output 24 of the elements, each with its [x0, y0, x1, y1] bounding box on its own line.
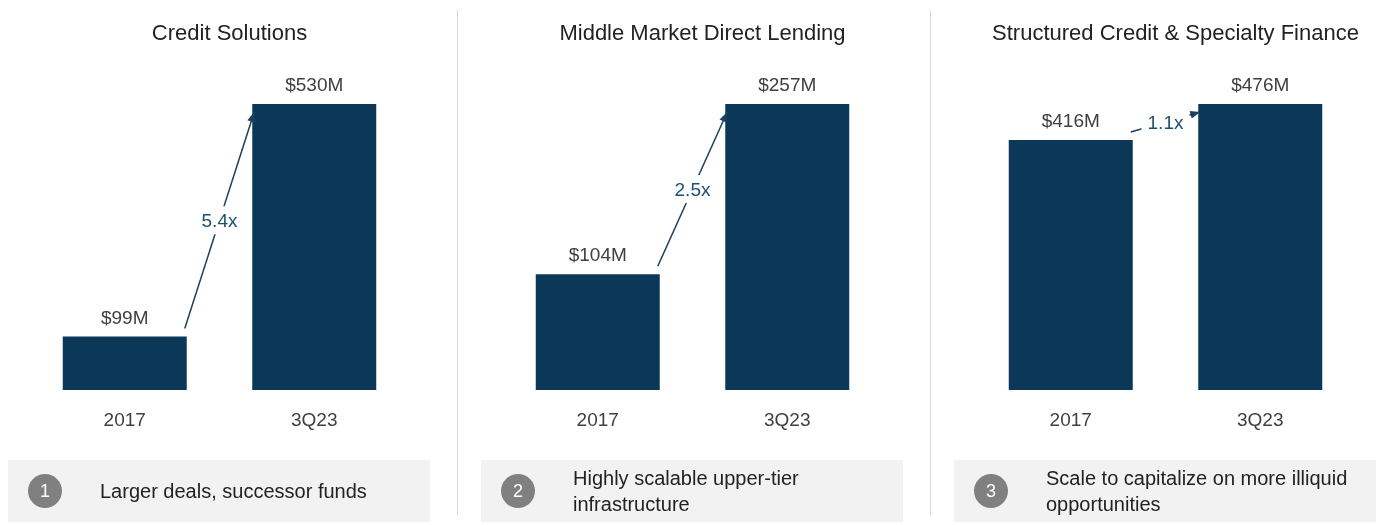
annotation: 5.4x [201, 210, 238, 232]
data-label: $104M [568, 244, 627, 266]
x-tick-label: 3Q23 [1237, 409, 1284, 430]
x-tick-label: 3Q23 [764, 409, 811, 430]
x-tick-label: 2017 [1049, 409, 1092, 430]
data-label: $530M [285, 74, 344, 95]
text: 2 [501, 474, 535, 508]
text: Scale to capitalize on more illiquid opportunities [1046, 466, 1349, 517]
chart-title: Middle Market Direct Lending [559, 19, 846, 45]
data-label: $476M [1231, 74, 1290, 95]
chart-title: Structured Credit & Specialty Finance [992, 19, 1359, 45]
annotation: 2.5x [674, 179, 711, 201]
x-tick-label: 2017 [103, 409, 146, 430]
x-tick-label: 3Q23 [291, 409, 338, 430]
annotation: 1.1x [1147, 112, 1184, 134]
text: Highly scalable upper-tier infrastructure [573, 466, 800, 517]
text: 3 [974, 474, 1008, 508]
data-label: $99M [100, 306, 149, 328]
data-label: $257M [758, 74, 817, 95]
text: 1 [28, 474, 62, 508]
text: Larger deals, successor funds [100, 479, 368, 504]
x-tick-label: 2017 [576, 409, 619, 430]
data-label: $416M [1041, 110, 1100, 132]
chart-title: Credit Solutions [151, 19, 308, 45]
